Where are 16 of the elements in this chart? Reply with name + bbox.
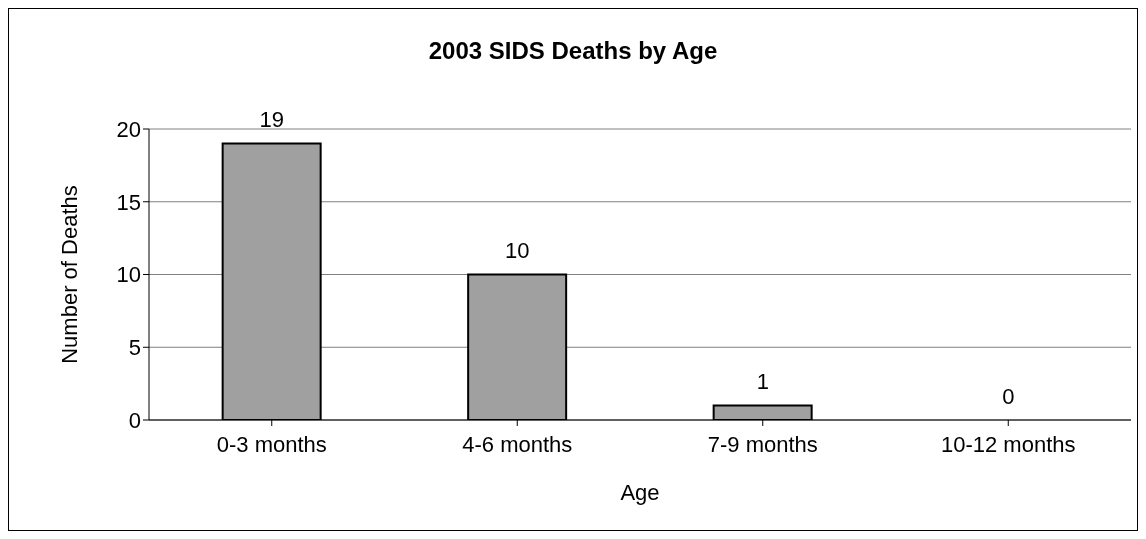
x-tick-label: 10-12 months [940, 431, 1076, 457]
chart-title: 2003 SIDS Deaths by Age [427, 37, 719, 65]
y-tick-label: 5 [128, 335, 141, 361]
x-tick-label: 7-9 months [707, 431, 818, 457]
y-tick-label: 10 [116, 262, 141, 288]
x-tick-label: 0-3 months [216, 431, 327, 457]
data-label: 19 [259, 107, 284, 133]
x-axis-title: Age [620, 480, 660, 505]
y-tick-label: 15 [116, 189, 141, 215]
data-label: 0 [1002, 383, 1015, 409]
data-label: 10 [505, 238, 530, 263]
y-tick-label: 20 [116, 116, 141, 142]
y-axis-title: Number of Deaths [56, 185, 82, 364]
x-tick-label: 4-6 months [462, 431, 573, 457]
y-tick-label: 0 [128, 407, 141, 433]
data-label: 1 [756, 368, 769, 394]
